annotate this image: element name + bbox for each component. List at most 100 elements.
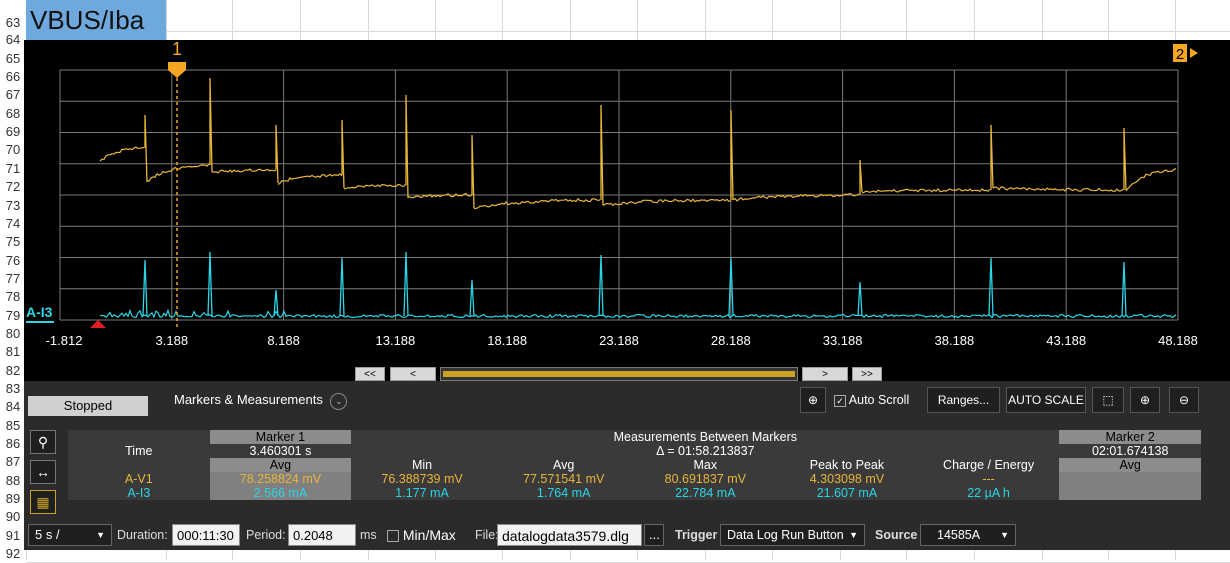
row-number[interactable]: 63 — [5, 15, 21, 30]
sheet-title-cell[interactable]: VBUS/Iba — [26, 0, 166, 40]
trigger-label: Trigger — [675, 528, 718, 542]
table-cell: 21.607 mA — [776, 486, 918, 500]
channel-label: A-I3 — [26, 304, 53, 320]
row-number[interactable]: 73 — [5, 198, 21, 213]
timebase-select[interactable]: 5 s / ▼ — [28, 524, 112, 546]
nav-prev-button[interactable]: < — [390, 367, 436, 381]
voltage-trace-segment — [861, 187, 991, 194]
voltage-spike — [859, 159, 863, 195]
voltage-trace-segment — [992, 186, 1124, 192]
row-number[interactable]: 69 — [5, 124, 21, 139]
x-tick-label: 43.188 — [1046, 333, 1087, 348]
row-number[interactable]: 82 — [5, 363, 21, 378]
row-number[interactable]: 68 — [5, 106, 21, 121]
nav-next-button[interactable]: > — [802, 367, 848, 381]
col-header: Avg — [209, 458, 352, 472]
file-label: File: — [475, 528, 499, 542]
nav-last-button[interactable]: >> — [852, 367, 882, 381]
row-number[interactable]: 77 — [5, 271, 21, 286]
ranges-button[interactable]: Ranges... — [927, 387, 1000, 413]
period-field[interactable]: 0.2048 — [288, 524, 356, 546]
table-cell: 78.258824 mV — [209, 472, 352, 486]
x-tick-label: 8.188 — [267, 333, 300, 348]
voltage-trace-segment — [1125, 168, 1177, 192]
current-spike — [988, 257, 994, 317]
bottom-toolbar: 5 s / ▼ Duration: 000:11:30 Period: 0.20… — [24, 520, 1230, 550]
row-number[interactable]: 86 — [5, 436, 21, 451]
zoom-in-icon[interactable]: ⊕ — [1130, 387, 1160, 413]
row-number[interactable]: 80 — [5, 326, 21, 341]
file-browse-button[interactable]: ... — [644, 524, 664, 546]
table-cell: 2.566 mA — [209, 486, 352, 500]
row-number[interactable]: 84 — [5, 399, 21, 414]
minmax-checkbox[interactable]: Min/Max — [387, 527, 456, 543]
auto-scroll-checkbox[interactable]: ✓ Auto Scroll — [834, 393, 909, 407]
crosshair-icon[interactable]: ⊕ — [800, 387, 826, 413]
row-number[interactable]: 78 — [5, 289, 21, 304]
between-markers-header: Measurements Between Markers — [351, 430, 1060, 444]
row-number[interactable]: 65 — [5, 51, 21, 66]
row-number[interactable]: 72 — [5, 179, 21, 194]
row-name: A-V1 — [68, 472, 210, 486]
voltage-spike — [730, 109, 734, 201]
duration-field[interactable]: 000:11:30 — [172, 524, 240, 546]
file-field[interactable]: datalogdata3579.dlg — [497, 524, 642, 546]
row-number[interactable]: 70 — [5, 142, 21, 157]
x-tick-label: 18.188 — [487, 333, 528, 348]
trigger-value: Data Log Run Button — [727, 528, 844, 542]
scrollbar-thumb[interactable] — [443, 371, 795, 377]
waveform-plot[interactable]: 1 2 A-I3 — [24, 40, 1230, 340]
trigger-marker-icon — [90, 320, 106, 328]
run-status[interactable]: Stopped — [28, 396, 148, 416]
row-number[interactable]: 81 — [5, 344, 21, 359]
row-number[interactable]: 75 — [5, 234, 21, 249]
zoom-out-icon[interactable]: ⊖ — [1169, 387, 1199, 413]
row-number[interactable]: 71 — [5, 161, 21, 176]
nav-first-button[interactable]: << — [355, 367, 385, 381]
marker-span-icon[interactable]: ↔ — [30, 460, 56, 484]
table-row: A-I3 2.566 mA 1.177 mA 1.764 mA 22.784 m… — [68, 486, 1201, 500]
row-number[interactable]: 92 — [5, 546, 21, 561]
row-number[interactable]: 87 — [5, 454, 21, 469]
voltage-trace-segment — [277, 172, 343, 186]
trigger-select[interactable]: Data Log Run Button ▼ — [720, 524, 865, 546]
auto-scale-button[interactable]: AUTO SCALE — [1006, 387, 1086, 413]
voltage-trace-segment — [211, 168, 277, 174]
row-number[interactable]: 89 — [5, 491, 21, 506]
row-number[interactable]: 76 — [5, 253, 21, 268]
x-tick-label: 23.188 — [599, 333, 639, 348]
x-tick-label: 28.188 — [710, 333, 751, 348]
timebase-value: 5 s / — [35, 527, 60, 542]
voltage-trace-segment — [99, 146, 145, 162]
grid-layout-icon[interactable]: ▦ — [30, 490, 56, 514]
row-number[interactable]: 85 — [5, 418, 21, 433]
row-number[interactable]: 90 — [5, 509, 21, 524]
current-spike — [469, 279, 475, 317]
x-tick-label: 3.188 — [155, 333, 189, 348]
source-select[interactable]: 14585A ▼ — [920, 524, 1016, 546]
x-tick-label: 38.188 — [934, 333, 975, 348]
chevron-down-icon[interactable]: ⌄ — [330, 393, 348, 410]
row-number[interactable]: 79 — [5, 308, 21, 323]
time-label: Time — [68, 444, 210, 458]
table-cell: --- — [917, 472, 1060, 486]
current-spike — [142, 259, 148, 317]
row-number[interactable]: 91 — [5, 528, 21, 543]
voltage-trace-segment — [407, 192, 473, 199]
duration-label: Duration: — [117, 528, 168, 542]
row-number[interactable]: 64 — [5, 32, 21, 47]
row-number[interactable]: 88 — [5, 473, 21, 488]
x-tick-label: 48.188 — [1158, 333, 1198, 348]
col-header: Min — [351, 458, 493, 472]
probe-icon[interactable]: ⚲ — [30, 430, 56, 454]
markers-measurements-toggle[interactable]: Markers & Measurements ⌄ — [174, 392, 348, 410]
zoom-box-icon[interactable]: ⬚ — [1092, 387, 1124, 413]
voltage-trace-segment — [732, 193, 860, 202]
timeline-scrollbar[interactable] — [440, 367, 798, 381]
auto-scroll-label: Auto Scroll — [848, 393, 910, 407]
voltage-trace-segment — [602, 198, 732, 207]
row-number[interactable]: 74 — [5, 216, 21, 231]
row-number[interactable]: 66 — [5, 69, 21, 84]
row-number[interactable]: 67 — [5, 87, 21, 102]
row-number[interactable]: 83 — [5, 381, 21, 396]
